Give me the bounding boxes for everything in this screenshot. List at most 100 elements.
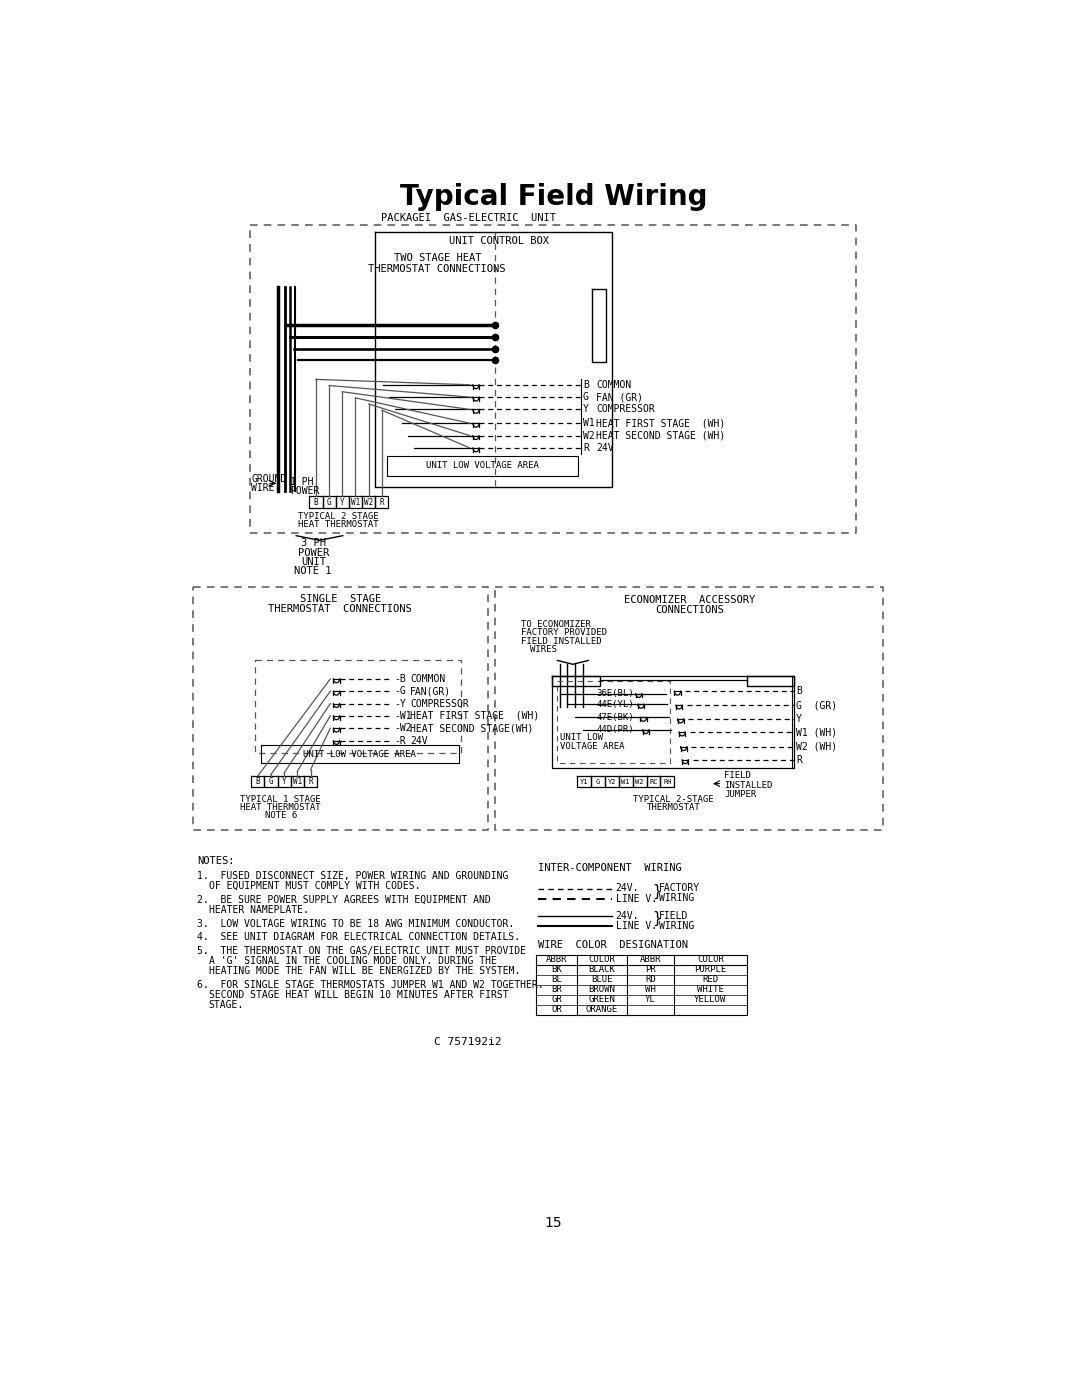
Text: W1: W1: [293, 777, 302, 787]
Text: -W2: -W2: [394, 724, 411, 733]
Text: FIELD: FIELD: [659, 911, 688, 921]
Text: HEATER NAMEPLATE.: HEATER NAMEPLATE.: [208, 905, 309, 915]
Text: W2 (WH): W2 (WH): [796, 742, 837, 752]
Text: W2: W2: [635, 778, 644, 785]
Text: 4.  SEE UNIT DIAGRAM FOR ELECTRICAL CONNECTION DETAILS.: 4. SEE UNIT DIAGRAM FOR ELECTRICAL CONNE…: [197, 932, 521, 942]
Text: 44D(PR): 44D(PR): [596, 725, 634, 735]
Text: 24V.: 24V.: [616, 911, 639, 921]
Text: RH: RH: [663, 778, 672, 785]
Text: G  (GR): G (GR): [796, 700, 837, 710]
Text: -Y: -Y: [394, 698, 406, 708]
Text: PR: PR: [645, 965, 656, 974]
Text: LINE V.: LINE V.: [616, 921, 657, 930]
Text: TYPICAL 2-STAGE: TYPICAL 2-STAGE: [633, 795, 714, 803]
Text: 15: 15: [544, 1215, 563, 1229]
Text: R: R: [796, 754, 802, 764]
Text: COMPRESSOR: COMPRESSOR: [410, 698, 469, 708]
Text: STAGE.: STAGE.: [208, 1000, 244, 1010]
Text: ABBR: ABBR: [545, 956, 567, 964]
Text: W2: W2: [364, 497, 374, 507]
Text: G: G: [595, 778, 599, 785]
Text: HEAT SECOND STAGE (WH): HEAT SECOND STAGE (WH): [596, 430, 726, 440]
Text: WIRE  COLOR  DESIGNATION: WIRE COLOR DESIGNATION: [538, 940, 688, 950]
Text: 24V.: 24V.: [616, 883, 639, 893]
Text: CONNECTIONS: CONNECTIONS: [654, 605, 724, 616]
Text: -R: -R: [394, 735, 406, 746]
Text: B: B: [313, 497, 319, 507]
Text: 36E(BL): 36E(BL): [596, 689, 634, 698]
Text: THERMOSTAT CONNECTIONS: THERMOSTAT CONNECTIONS: [368, 264, 507, 274]
Text: FAN (GR): FAN (GR): [596, 393, 643, 402]
Text: RC: RC: [649, 778, 658, 785]
Text: COMPRESSOR: COMPRESSOR: [596, 404, 654, 415]
Text: G: G: [327, 497, 332, 507]
Text: Y: Y: [282, 777, 286, 787]
Text: INTER-COMPONENT  WIRING: INTER-COMPONENT WIRING: [538, 863, 681, 873]
Text: B: B: [796, 686, 802, 696]
Text: A 'G' SIGNAL IN THE COOLING MODE ONLY. DURING THE: A 'G' SIGNAL IN THE COOLING MODE ONLY. D…: [208, 956, 497, 965]
Text: BR: BR: [551, 985, 562, 995]
Text: GR: GR: [551, 995, 562, 1004]
Text: UNIT LOW VOLTAGE AREA: UNIT LOW VOLTAGE AREA: [303, 750, 416, 759]
Text: HEAT FIRST STAGE  (WH): HEAT FIRST STAGE (WH): [410, 711, 539, 721]
Text: THERMOSTAT  CONNECTIONS: THERMOSTAT CONNECTIONS: [269, 604, 413, 613]
Text: 3.  LOW VOLTAGE WIRING TO BE 18 AWG MINIMUM CONDUCTOR.: 3. LOW VOLTAGE WIRING TO BE 18 AWG MINIM…: [197, 919, 514, 929]
Text: 1.  FUSED DISCONNECT SIZE, POWER WIRING AND GROUNDING: 1. FUSED DISCONNECT SIZE, POWER WIRING A…: [197, 872, 509, 882]
Text: 6.  FOR SINGLE STAGE THERMOSTATS JUMPER W1 AND W2 TOGETHER.: 6. FOR SINGLE STAGE THERMOSTATS JUMPER W…: [197, 979, 543, 989]
Text: 24V: 24V: [410, 735, 428, 746]
Text: HEAT SECOND STAGE(WH): HEAT SECOND STAGE(WH): [410, 724, 534, 733]
Text: TYPICAL 1 STAGE: TYPICAL 1 STAGE: [241, 795, 321, 803]
Text: W2: W2: [583, 430, 595, 440]
Text: COLOR: COLOR: [589, 956, 616, 964]
Text: GROUND: GROUND: [252, 475, 286, 485]
Text: Y: Y: [340, 497, 345, 507]
Text: 44E(YL): 44E(YL): [596, 700, 634, 708]
Text: UNIT CONTROL BOX: UNIT CONTROL BOX: [449, 236, 550, 246]
Text: WIRING: WIRING: [659, 893, 694, 904]
Text: OR: OR: [551, 1004, 562, 1014]
Text: BL: BL: [551, 975, 562, 983]
Text: COMMON: COMMON: [410, 673, 445, 685]
Text: G: G: [583, 393, 589, 402]
Text: WIRE: WIRE: [252, 483, 274, 493]
Text: W1 (WH): W1 (WH): [796, 726, 837, 738]
Text: POWER: POWER: [291, 486, 320, 496]
Text: RED: RED: [702, 975, 718, 983]
Text: -B: -B: [394, 673, 406, 685]
Text: HEAT FIRST STAGE  (WH): HEAT FIRST STAGE (WH): [596, 418, 726, 429]
Text: -G: -G: [394, 686, 406, 696]
Text: UNIT: UNIT: [300, 557, 326, 567]
Text: VOLTAGE AREA: VOLTAGE AREA: [559, 742, 624, 752]
Text: PURPLE: PURPLE: [694, 965, 727, 974]
Text: SINGLE  STAGE: SINGLE STAGE: [300, 594, 381, 604]
Text: R: R: [308, 777, 313, 787]
Text: RD: RD: [645, 975, 656, 983]
Text: JUMPER: JUMPER: [724, 789, 756, 799]
Text: BROWN: BROWN: [589, 985, 616, 995]
Text: 24V: 24V: [596, 443, 613, 453]
Text: W1: W1: [621, 778, 630, 785]
Text: 2.  BE SURE POWER SUPPLY AGREES WITH EQUIPMENT AND: 2. BE SURE POWER SUPPLY AGREES WITH EQUI…: [197, 895, 490, 905]
Text: ORANGE: ORANGE: [585, 1004, 618, 1014]
Text: FAN(GR): FAN(GR): [410, 686, 451, 696]
Text: BK: BK: [551, 965, 562, 974]
Text: NOTES:: NOTES:: [197, 855, 234, 866]
Text: WHITE: WHITE: [697, 985, 724, 995]
Text: WIRES: WIRES: [530, 645, 557, 654]
Text: GREEN: GREEN: [589, 995, 616, 1004]
Text: Y1: Y1: [580, 778, 588, 785]
Text: LINE V.: LINE V.: [616, 894, 657, 904]
Text: Typical Field Wiring: Typical Field Wiring: [400, 183, 707, 211]
Text: INSTALLED: INSTALLED: [724, 781, 772, 789]
Text: R: R: [379, 497, 384, 507]
Text: -W1: -W1: [394, 711, 411, 721]
Text: Y2: Y2: [607, 778, 616, 785]
Text: Y: Y: [583, 404, 589, 415]
Text: WH: WH: [645, 985, 656, 995]
Text: FACTORY PROVIDED: FACTORY PROVIDED: [521, 629, 607, 637]
Text: TWO STAGE HEAT: TWO STAGE HEAT: [393, 253, 481, 263]
Text: 5.  THE THERMOSTAT ON THE GAS/ELECTRIC UNIT MUST PROVIDE: 5. THE THERMOSTAT ON THE GAS/ELECTRIC UN…: [197, 946, 526, 956]
Text: FIELD INSTALLED: FIELD INSTALLED: [521, 637, 602, 645]
Text: NOTE 1: NOTE 1: [295, 566, 332, 576]
Text: COLOR: COLOR: [697, 956, 724, 964]
